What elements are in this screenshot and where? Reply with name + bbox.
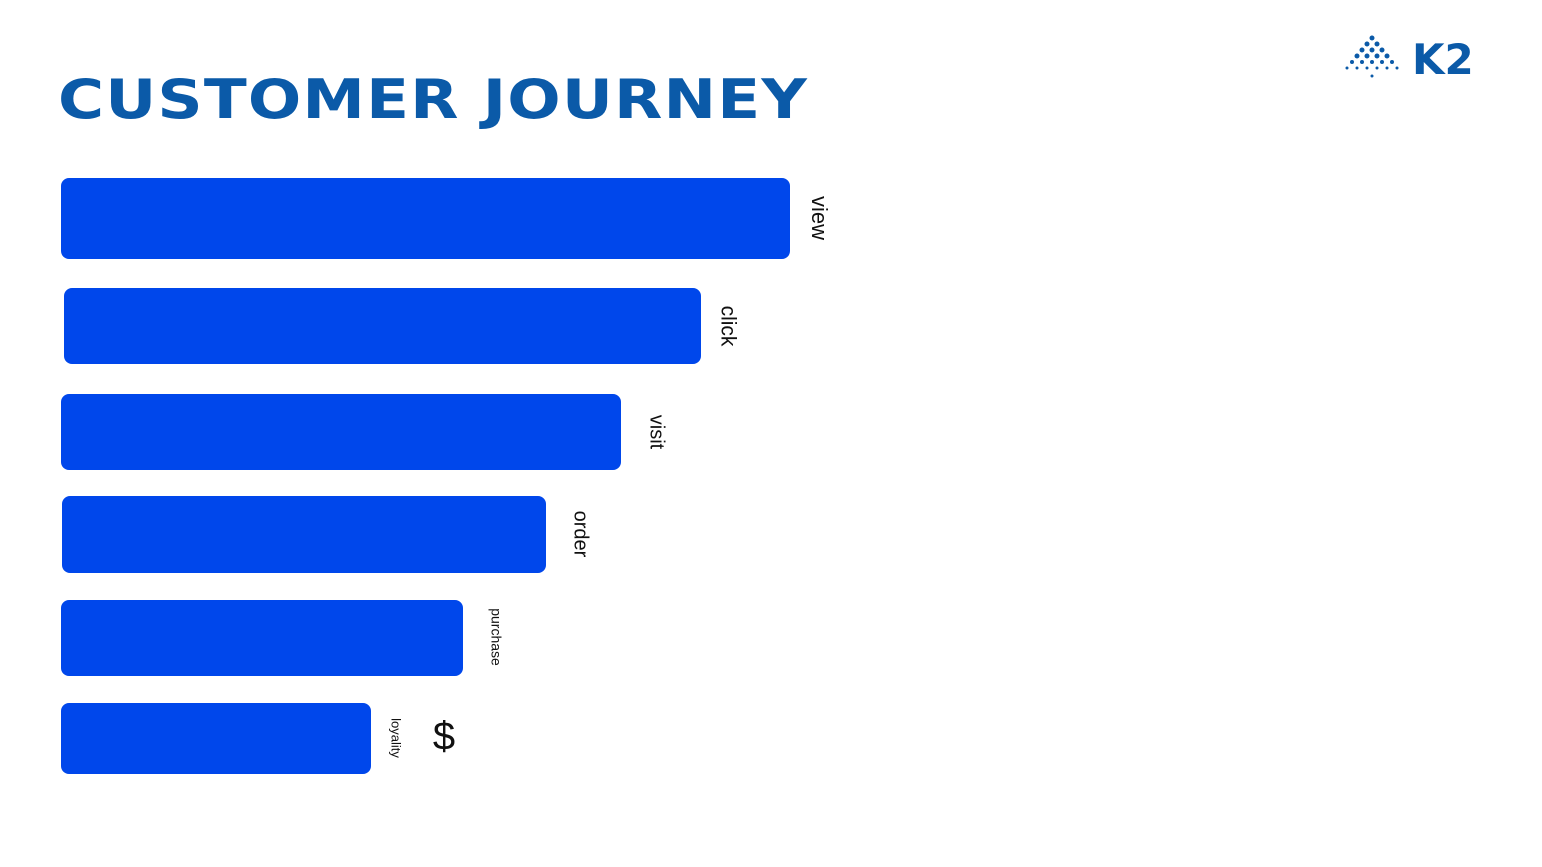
stage-label: view xyxy=(807,196,832,240)
stage-label: order xyxy=(570,511,592,558)
logo: K2 xyxy=(1412,35,1474,84)
stage-label: loyality xyxy=(389,718,404,758)
stage-label: click xyxy=(716,306,739,347)
logo-mark xyxy=(1345,35,1399,78)
title: CUSTOMER JOURNEY xyxy=(58,68,808,131)
stage-bar xyxy=(61,394,621,470)
stage-label: visit xyxy=(646,415,668,450)
stage-bar xyxy=(61,703,371,774)
stage-bar xyxy=(61,178,790,259)
stage-bar xyxy=(61,600,463,676)
stage-label: purchase xyxy=(488,608,504,666)
stage-bar xyxy=(64,288,701,364)
stage-bar xyxy=(62,496,546,573)
currency-symbol: $ xyxy=(433,715,455,759)
